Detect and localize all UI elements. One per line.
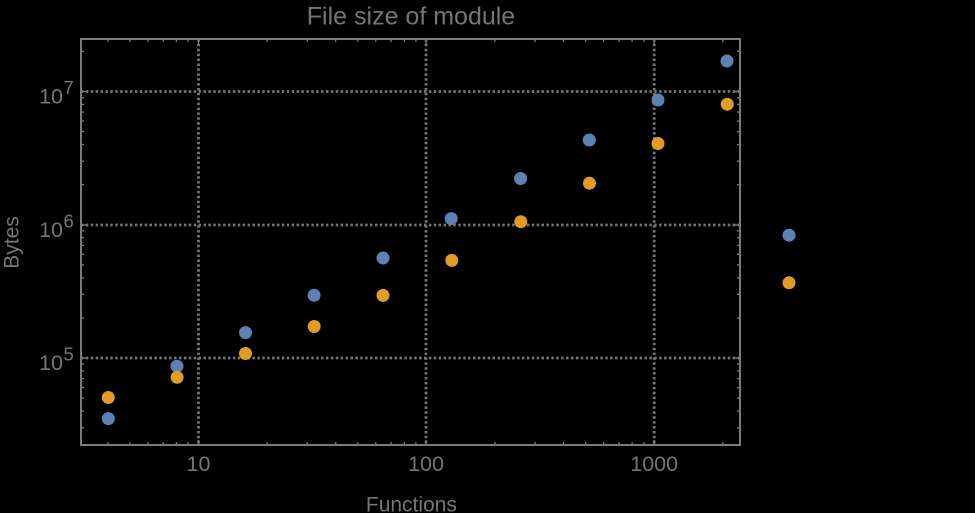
svg-text:10: 10 — [39, 218, 63, 242]
svg-text:5: 5 — [64, 343, 74, 364]
svg-text:10: 10 — [39, 85, 63, 109]
svg-text:1000: 1000 — [630, 452, 678, 476]
svg-text:6: 6 — [64, 210, 74, 231]
svg-text:File size of module: File size of module — [307, 3, 515, 31]
svg-text:10: 10 — [39, 351, 63, 375]
svg-text:10: 10 — [187, 452, 211, 476]
svg-text:Functions: Functions — [366, 493, 457, 513]
svg-text:7: 7 — [64, 77, 74, 98]
svg-text:100: 100 — [408, 452, 444, 476]
svg-text:Bytes: Bytes — [1, 216, 24, 269]
